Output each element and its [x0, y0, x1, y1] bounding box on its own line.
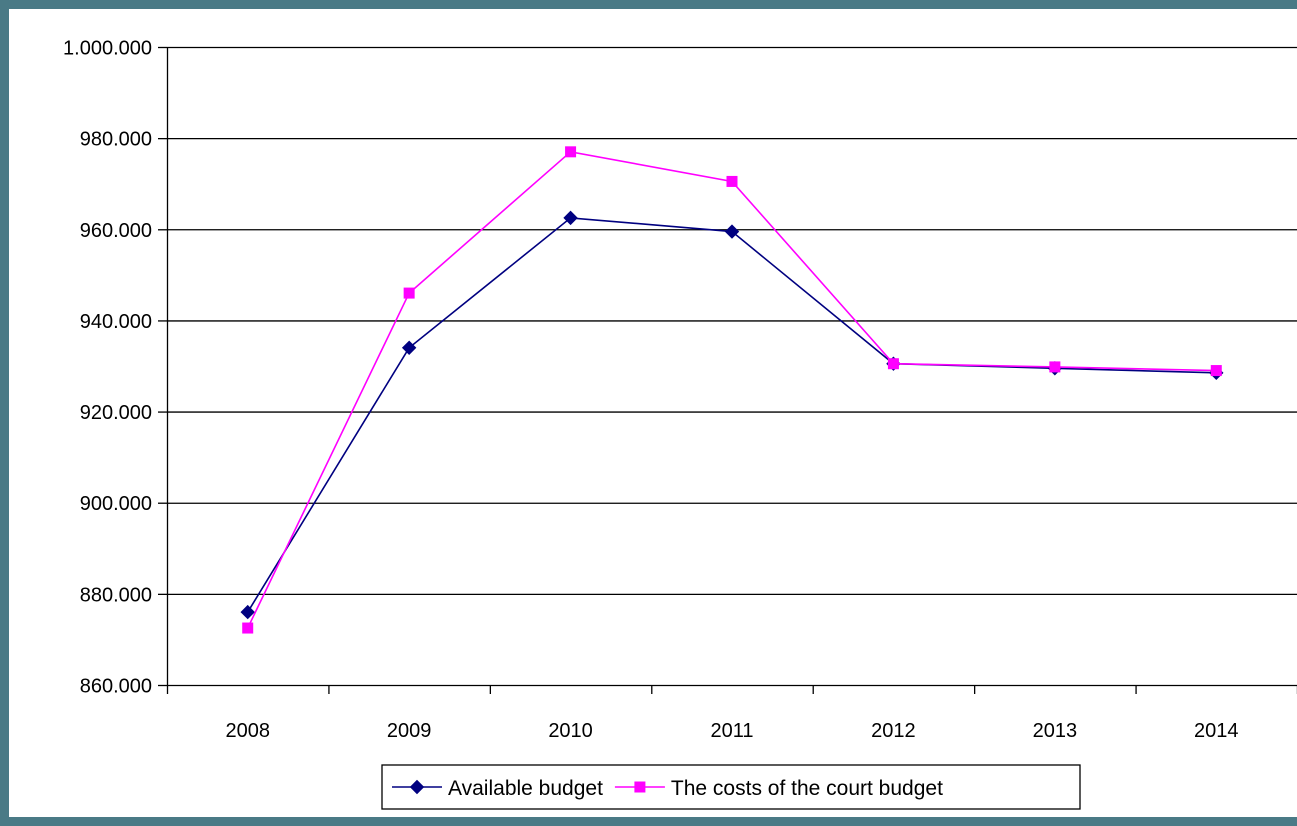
y-tick-label: 920.000 [80, 402, 152, 424]
data-point [403, 287, 415, 299]
y-tick-label: 980.000 [80, 129, 152, 151]
x-tick-label: 2010 [548, 720, 593, 742]
data-point [401, 340, 417, 355]
data-point [724, 224, 740, 239]
series-2 [242, 146, 1222, 634]
data-point [563, 210, 578, 226]
grid-lines [167, 46, 1297, 596]
x-tick-label: 2008 [225, 720, 270, 742]
data-point [1210, 365, 1222, 377]
data-point [242, 622, 254, 634]
x-tick-label: 2012 [871, 720, 916, 742]
axes: 860.000 880.000 900.000 920.000 940.000 960.0… [63, 38, 1297, 742]
y-tick-label: 900.000 [80, 493, 152, 515]
data-point [240, 604, 255, 620]
y-tick-label: 940.000 [80, 311, 152, 333]
x-tick-label: 2013 [1033, 720, 1078, 742]
y-tick-label: 860.000 [80, 676, 152, 698]
legend-marker [634, 781, 646, 793]
data-point [1049, 361, 1061, 373]
series-layer [240, 146, 1224, 634]
series-line [246, 150, 1217, 629]
line-chart: 860.000 880.000 900.000 920.000 940.000 960.0… [63, 38, 1297, 810]
legend-box [381, 764, 1081, 810]
y-tick-label: 960.000 [80, 220, 152, 242]
y-tick-label: 880.000 [80, 584, 152, 606]
chart-frame: 860.000 880.000 900.000 920.000 940.000 960.0… [9, 9, 1297, 817]
legend-label: Available budget [448, 777, 603, 800]
series-line [247, 217, 1217, 613]
x-tick-label: 2011 [710, 720, 753, 742]
data-point [565, 146, 577, 158]
x-tick-label: 2009 [387, 720, 432, 742]
legend: Available budget The costs of the court b… [381, 764, 1081, 810]
series-1 [240, 210, 1224, 620]
legend-marker [409, 779, 425, 795]
y-tick-label: 1.000.000 [63, 38, 152, 60]
x-tick-label: 2014 [1194, 720, 1239, 742]
legend-label: The costs of the court budget [671, 777, 943, 800]
data-point [726, 175, 738, 187]
data-point [887, 358, 899, 370]
